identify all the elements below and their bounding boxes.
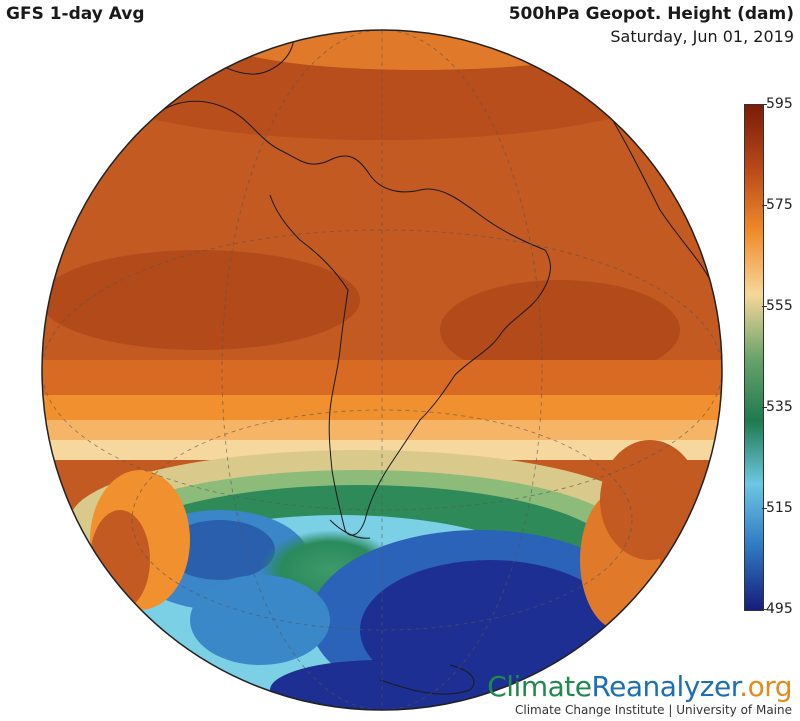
- colorbar-tick: [762, 205, 767, 206]
- left-title: GFS 1-day Avg: [6, 4, 145, 24]
- colorbar-label: 535: [766, 399, 793, 415]
- colorbar-tick: [762, 407, 767, 408]
- globe-outline: [41, 29, 723, 711]
- colorbar-tick: [762, 508, 767, 509]
- graticule: [42, 30, 722, 710]
- map-title: 500hPa Geopot. Height (dam): [508, 4, 794, 24]
- coastlines: [149, 30, 711, 695]
- colorbar-label: 595: [766, 96, 793, 112]
- brand-part-2: Reanalyzer: [591, 670, 740, 703]
- date-label: Saturday, Jun 01, 2019: [610, 27, 794, 46]
- colorbar-label: 515: [766, 500, 793, 516]
- colorbar-tick: [762, 306, 767, 307]
- brand-part-1: Climate: [487, 670, 592, 703]
- colorbar-label: 555: [766, 298, 793, 314]
- colorbar-tick: [762, 609, 767, 610]
- colorbar-tick: [762, 104, 767, 105]
- brand-logo[interactable]: ClimateReanalyzer.org: [487, 670, 792, 703]
- colorbar: [744, 104, 764, 611]
- colorbar-label: 495: [766, 601, 793, 617]
- brand-part-3: .org: [739, 670, 792, 703]
- right-title-block: 500hPa Geopot. Height (dam) Saturday, Ju…: [509, 4, 794, 46]
- brand-subtitle: Climate Change Institute | University of…: [514, 703, 792, 717]
- colorbar-label: 575: [766, 197, 793, 213]
